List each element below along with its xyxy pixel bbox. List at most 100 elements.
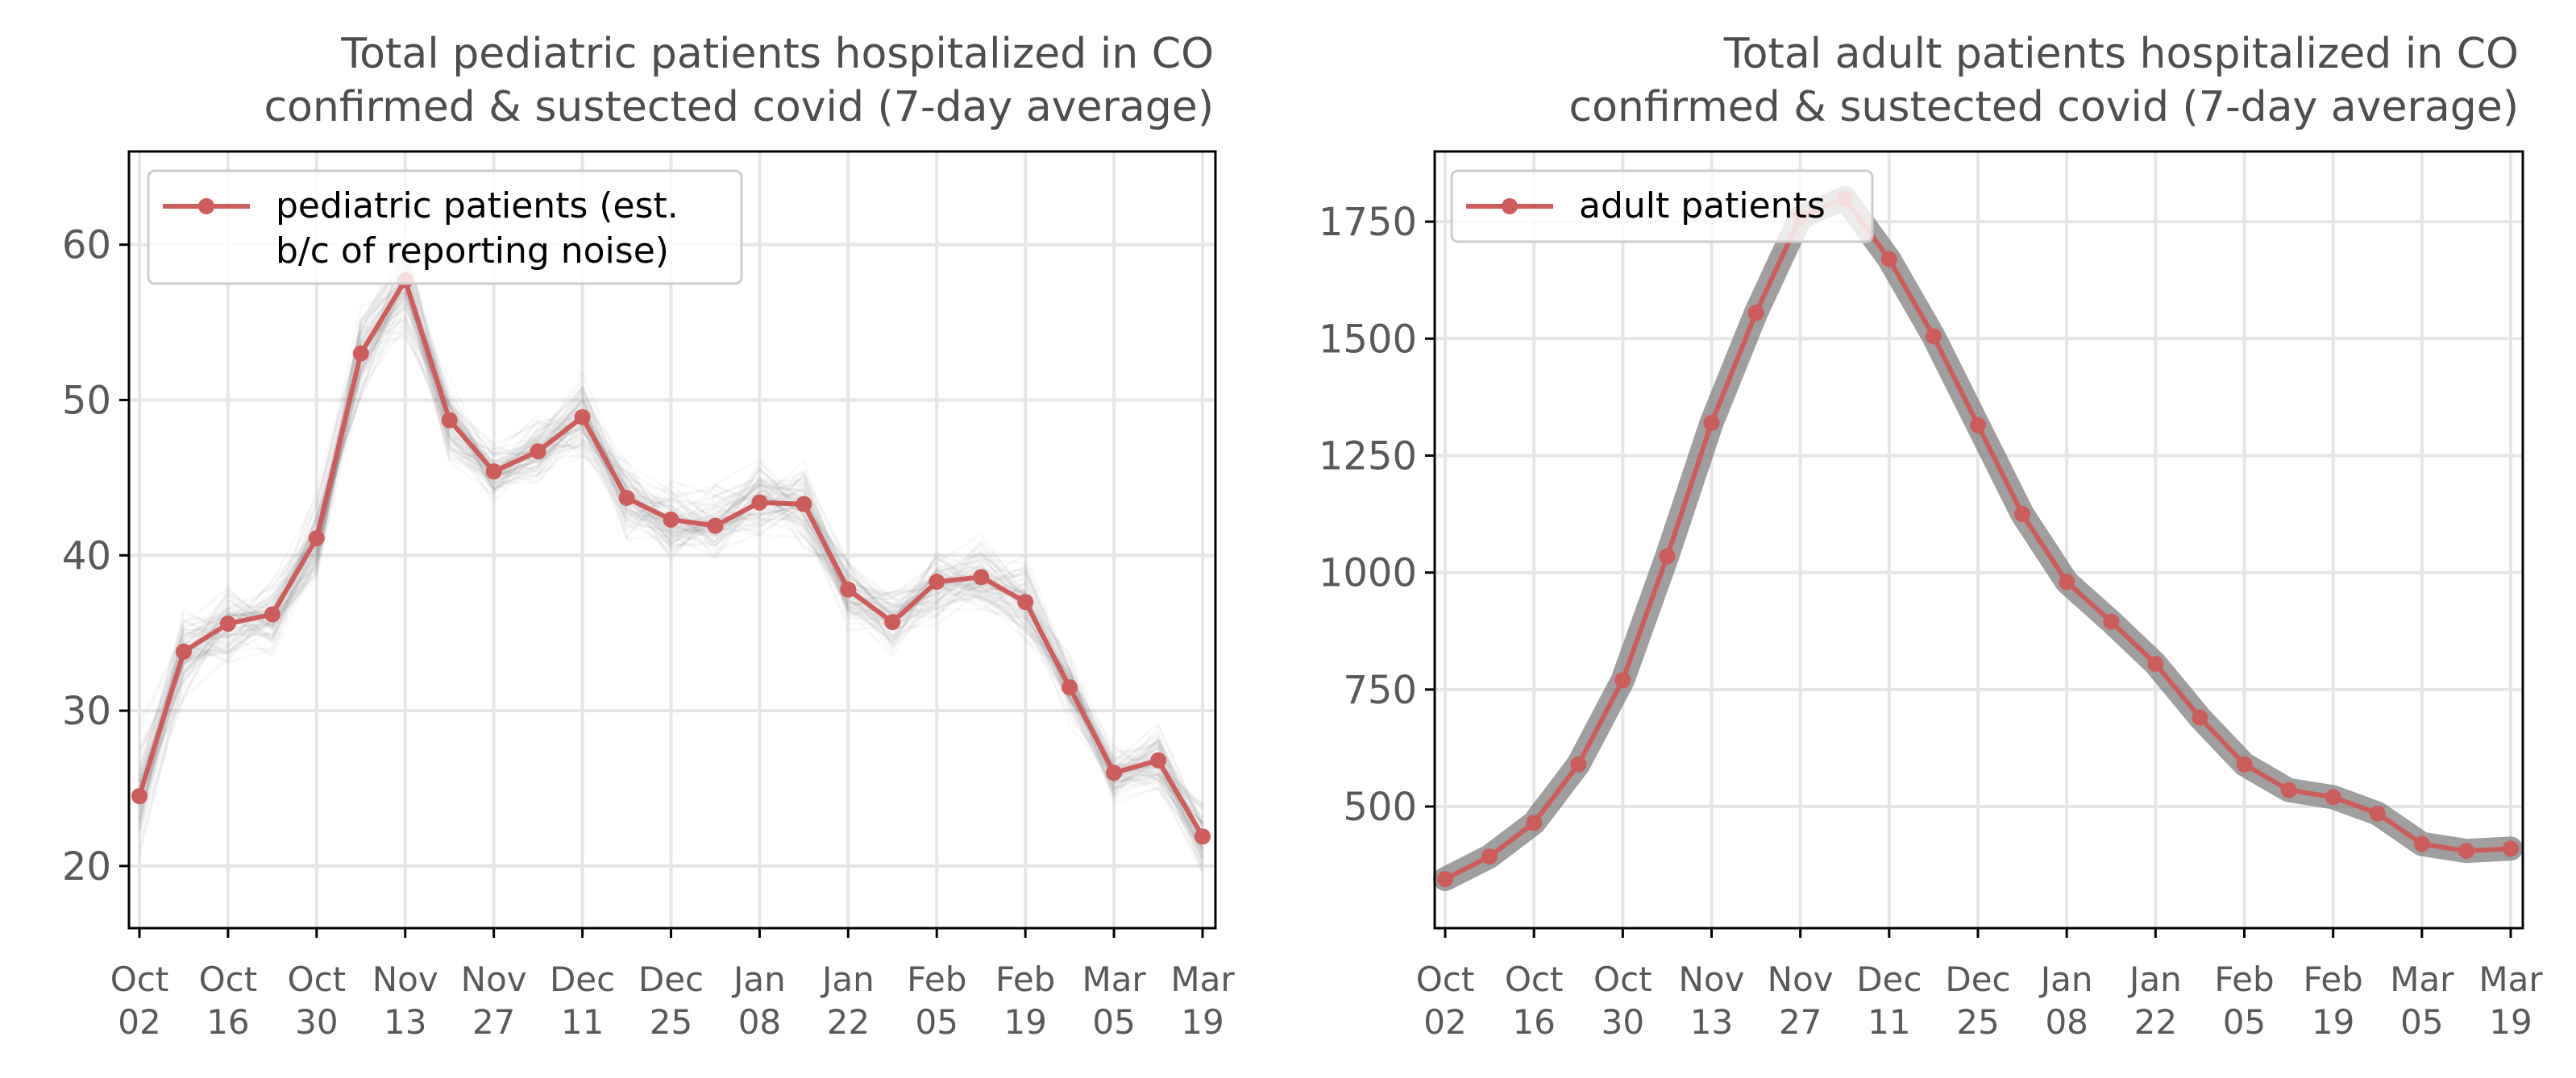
x-tick-label-month: Jan [2038, 960, 2093, 999]
sample-trajectory [138, 238, 1204, 828]
x-tick-label-day: 08 [738, 1002, 781, 1042]
data-point [308, 530, 325, 547]
chart-title-line-1: Total adult patients hospitalized in CO [1723, 30, 2519, 78]
sample-trajectory [138, 271, 1204, 863]
x-tick-label-day: 22 [2134, 1002, 2177, 1042]
legend-swatch-marker [198, 198, 214, 214]
sample-trajectory [138, 277, 1204, 828]
x-tick-label-day: 22 [827, 1002, 870, 1042]
data-point [1880, 251, 1897, 267]
data-point [2014, 506, 2031, 523]
data-point [352, 345, 369, 362]
data-point [1703, 414, 1720, 431]
x-tick-label-day: 19 [2489, 1002, 2532, 1042]
y-tick-label: 1500 [1319, 317, 1417, 362]
sample-trajectory [138, 297, 1204, 870]
x-tick-label-day: 13 [384, 1002, 426, 1042]
x-tick-label-day: 05 [916, 1002, 958, 1042]
x-tick-label-month: Dec [1945, 960, 2010, 999]
legend-label: adult patients [1579, 185, 1826, 226]
data-point [485, 463, 502, 480]
legend-swatch-marker [1502, 198, 1518, 214]
data-point [2192, 709, 2208, 726]
legend: adult patients [1450, 169, 1874, 243]
data-point [1970, 417, 1986, 433]
x-tick-label-day: 02 [118, 1002, 160, 1042]
y-tick-label: 1250 [1319, 433, 1417, 479]
sample-trajectory [138, 298, 1204, 824]
sample-trajectory [138, 276, 1204, 843]
y-tick-label: 750 [1343, 668, 1417, 713]
data-point [1481, 848, 1498, 865]
data-point [2413, 835, 2430, 852]
legend-label: pediatric patients (est. [276, 185, 679, 226]
sample-trajectory [138, 325, 1204, 834]
data-point [1747, 305, 1764, 321]
data-point [1106, 765, 1123, 782]
data-point [219, 616, 236, 632]
sample-trajectory [138, 305, 1204, 841]
x-tick-label-month: Oct [110, 960, 169, 999]
sample-trajectory [138, 291, 1204, 845]
sample-trajectory [138, 280, 1204, 853]
sample-trajectory [138, 314, 1204, 836]
x-tick-label-day: 30 [295, 1002, 338, 1042]
x-tick-label-day: 11 [561, 1002, 604, 1042]
data-point [618, 489, 635, 506]
data-point [1150, 752, 1167, 769]
sample-trajectory [138, 328, 1204, 823]
x-tick-label-day: 25 [1956, 1002, 1999, 1042]
sample-trajectory [138, 288, 1204, 830]
sample-trajectory [138, 278, 1204, 833]
legend: pediatric patients (est.b/c of reporting… [147, 169, 743, 285]
data-point [1195, 828, 1211, 845]
data-point [929, 574, 945, 591]
x-tick-label-day: 05 [2223, 1002, 2266, 1042]
x-tick-label-month: Nov [1679, 960, 1745, 999]
data-point [707, 517, 724, 534]
data-point [1062, 679, 1078, 696]
legend-label: b/c of reporting noise) [276, 230, 669, 272]
chart-title-line-1: Total pediatric patients hospitalized in… [340, 30, 1214, 78]
legend-box [147, 169, 743, 285]
x-tick-label-month: Jan [2127, 960, 2182, 999]
data-point [1017, 594, 1034, 611]
sample-trajectory [138, 302, 1204, 854]
chart-title-line-2: confirmed & sustected covid (7-day avera… [264, 83, 1214, 131]
data-point [530, 443, 546, 460]
x-tick-label-month: Dec [550, 960, 615, 999]
series-estimate [1437, 190, 2519, 888]
data-point [1614, 672, 1631, 689]
adult-chart-panel: 5007501000125015001750Oct02Oct16Oct30Nov… [1319, 30, 2544, 1042]
data-point [2103, 613, 2120, 630]
y-tick-label: 1750 [1319, 200, 1417, 245]
data-point [1659, 548, 1676, 565]
data-point [2503, 840, 2519, 857]
y-tick-label: 30 [62, 689, 111, 734]
x-tick-label-month: Oct [288, 960, 347, 999]
sample-trajectory [138, 263, 1204, 852]
y-tick-label: 40 [62, 533, 111, 578]
y-tick-label: 60 [62, 223, 111, 268]
x-tick-label-month: Mar [2478, 960, 2543, 999]
data-point [663, 511, 679, 528]
x-tick-label-day: 27 [472, 1002, 515, 1042]
legend-box [1450, 169, 1874, 243]
x-tick-label-month: Oct [1416, 960, 1475, 999]
x-tick-label-day: 13 [1690, 1002, 1733, 1042]
x-tick-label-month: Nov [461, 960, 527, 999]
data-point [2236, 756, 2253, 773]
x-tick-label-day: 19 [2312, 1002, 2354, 1042]
data-point [574, 408, 591, 425]
x-tick-label-day: 19 [1003, 1002, 1046, 1042]
data-point [973, 569, 990, 586]
x-tick-label-month: Mar [2390, 960, 2454, 999]
x-tick-label-day: 27 [1779, 1002, 1822, 1042]
data-point [796, 495, 812, 512]
x-tick-label-month: Mar [1082, 960, 1146, 999]
sample-trajectory [138, 281, 1204, 851]
x-tick-label-day: 05 [2400, 1002, 2443, 1042]
data-point [2369, 805, 2386, 822]
data-point [1437, 871, 1453, 888]
data-point [840, 581, 857, 598]
